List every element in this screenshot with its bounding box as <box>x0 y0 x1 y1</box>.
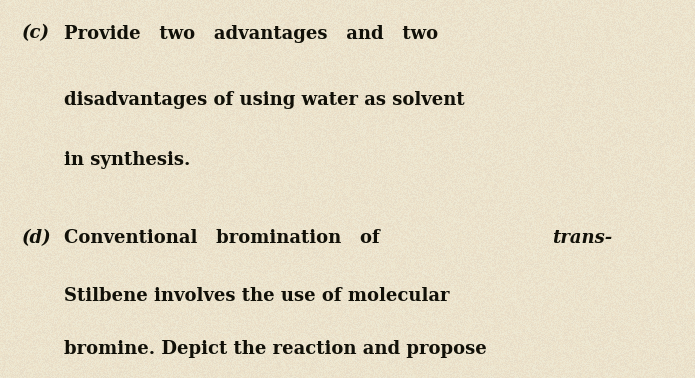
Text: (d): (d) <box>22 229 52 247</box>
Text: Conventional   bromination   of: Conventional bromination of <box>64 229 386 247</box>
Text: Provide   two   advantages   and   two: Provide two advantages and two <box>64 25 438 43</box>
Text: disadvantages of using water as solvent: disadvantages of using water as solvent <box>64 91 464 109</box>
Text: bromine. Depict the reaction and propose: bromine. Depict the reaction and propose <box>64 340 486 358</box>
Text: Stilbene involves the use of molecular: Stilbene involves the use of molecular <box>64 287 450 305</box>
Text: trans-: trans- <box>553 229 613 247</box>
Text: (c): (c) <box>22 25 50 43</box>
Text: in synthesis.: in synthesis. <box>64 151 190 169</box>
